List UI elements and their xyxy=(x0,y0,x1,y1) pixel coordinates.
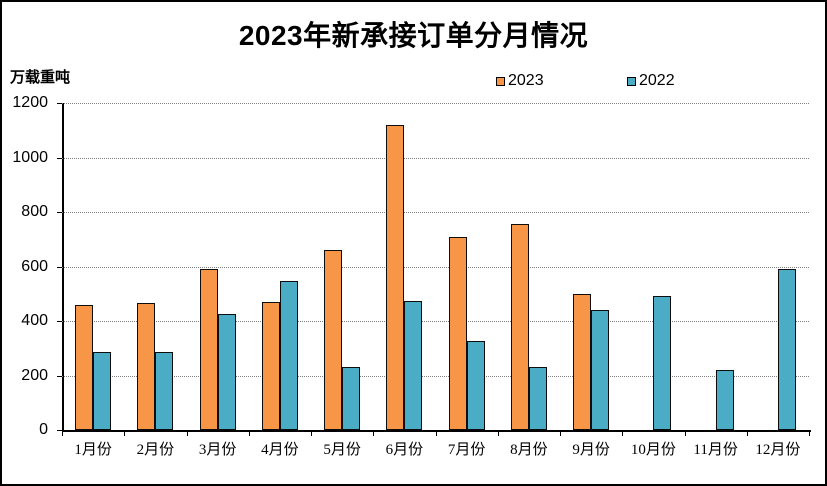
bar-2023-5月份 xyxy=(324,250,343,430)
gridline-y-1000 xyxy=(62,157,809,159)
x-axis-tick xyxy=(560,431,561,436)
y-axis-tick-label: 1200 xyxy=(12,94,48,111)
chart-title: 2023年新承接订单分月情况 xyxy=(238,20,589,51)
x-axis-tick xyxy=(311,431,312,436)
x-axis-tick xyxy=(746,431,748,436)
y-axis-tick-label: 0 xyxy=(39,421,48,438)
x-axis-label: 4月份 xyxy=(261,442,299,458)
y-axis-tick xyxy=(57,375,62,377)
gridline-y-600 xyxy=(62,266,809,268)
y-axis-tick xyxy=(57,103,62,104)
x-axis-tick xyxy=(124,431,126,436)
bar-2023-7月份 xyxy=(448,236,467,430)
bar-2022-8月份 xyxy=(528,367,547,430)
bar-2023-2月份 xyxy=(137,303,156,430)
bar-2023-1月份 xyxy=(75,304,94,430)
x-axis-tick xyxy=(684,431,686,436)
y-axis-tick xyxy=(57,430,62,431)
bar-2022-9月份 xyxy=(591,310,610,430)
x-axis-tick xyxy=(248,431,250,436)
gridline-y-1200 xyxy=(62,103,809,104)
bar-2023-3月份 xyxy=(199,269,218,430)
legend-swatch-2022 xyxy=(627,76,636,86)
bar-2022-4月份 xyxy=(279,281,298,430)
gridline-y-200 xyxy=(62,375,809,377)
x-axis-label: 12月份 xyxy=(755,442,801,458)
legend-item-2023: 2023 xyxy=(496,72,544,90)
bar-2023-4月份 xyxy=(261,301,280,430)
y-axis-tick-label: 800 xyxy=(21,203,48,220)
bar-2022-11月份 xyxy=(715,370,734,430)
bar-2022-3月份 xyxy=(217,314,236,430)
y-axis-unit-label: 万载重吨 xyxy=(10,69,71,86)
gridline-y-800 xyxy=(62,212,809,213)
x-axis-tick xyxy=(186,431,188,436)
y-axis-tick-label: 1000 xyxy=(12,148,48,166)
legend-item-2022: 2022 xyxy=(627,72,675,90)
bar-2023-6月份 xyxy=(386,124,405,430)
bar-2022-2月份 xyxy=(155,352,174,430)
y-axis-tick-label: 200 xyxy=(21,366,48,384)
bar-2022-1月份 xyxy=(93,352,112,430)
x-axis-label: 1月份 xyxy=(74,442,112,458)
y-axis-tick-label: 600 xyxy=(21,257,48,275)
bar-2023-8月份 xyxy=(510,224,529,430)
x-axis-label: 8月份 xyxy=(510,442,548,458)
x-axis-tick xyxy=(497,431,499,436)
x-axis-label: 11月份 xyxy=(693,442,738,458)
y-axis-tick xyxy=(57,266,62,268)
x-axis-label: 2月份 xyxy=(136,442,175,458)
plot-area xyxy=(62,103,811,432)
x-axis-label: 9月份 xyxy=(572,442,610,458)
x-axis-label: 6月份 xyxy=(385,442,424,458)
legend-swatch-2023 xyxy=(496,76,505,86)
x-axis-tick xyxy=(622,431,624,436)
bar-2022-5月份 xyxy=(342,367,361,430)
bar-2023-9月份 xyxy=(573,293,592,430)
legend-label-2023: 2023 xyxy=(508,72,544,89)
y-axis-tick xyxy=(57,157,62,159)
gridline-y-400 xyxy=(62,321,809,322)
bar-2022-10月份 xyxy=(653,296,672,430)
x-axis-tick xyxy=(373,431,375,436)
bar-2022-6月份 xyxy=(404,300,423,430)
x-axis-label: 10月份 xyxy=(630,442,676,458)
x-axis-tick xyxy=(62,431,63,436)
x-axis-label: 3月份 xyxy=(198,442,237,458)
x-axis-tick xyxy=(435,431,437,436)
x-axis-label: 7月份 xyxy=(447,442,486,458)
bar-2022-7月份 xyxy=(466,341,485,430)
x-axis-tick xyxy=(809,431,810,436)
bar-2022-12月份 xyxy=(777,269,796,430)
y-axis-tick-label: 400 xyxy=(21,312,48,329)
y-axis-tick xyxy=(57,212,62,213)
x-axis-label: 5月份 xyxy=(323,442,361,458)
legend-label-2022: 2022 xyxy=(639,72,675,89)
y-axis-tick xyxy=(57,321,62,322)
